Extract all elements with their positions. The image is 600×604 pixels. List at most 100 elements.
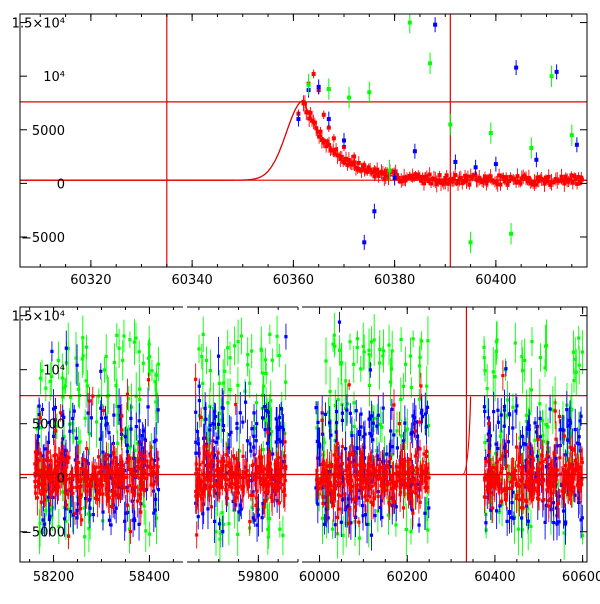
bottom-red-point: [106, 481, 110, 485]
bottom-red-point: [266, 484, 270, 488]
bottom-red-point: [56, 485, 61, 489]
bottom-blue-point: [132, 456, 136, 460]
bottom-green-point: [83, 416, 87, 420]
bottom-blue-point: [484, 456, 488, 461]
bottom-blue-point: [423, 412, 427, 416]
bottom-red-point: [359, 457, 363, 461]
bottom-green-point: [201, 332, 205, 337]
top-red-point: [319, 138, 324, 143]
bottom-green-point: [526, 431, 531, 436]
bottom-blue-point: [104, 423, 108, 427]
bottom-red-point: [203, 452, 208, 456]
bottom-red-point: [517, 460, 521, 464]
bottom-red-point: [371, 503, 375, 507]
bottom-blue-point: [554, 456, 558, 460]
bottom-green-point: [85, 384, 90, 388]
bottom-red-point: [39, 469, 44, 473]
bottom-red-point: [530, 498, 534, 502]
bottom-red-point: [573, 469, 577, 473]
top-red-point: [372, 174, 377, 179]
bottom-y-tick-label: −5000: [21, 526, 65, 541]
bottom-blue-point: [267, 432, 272, 436]
bottom-blue-point: [98, 437, 102, 441]
bottom-blue-point: [143, 438, 147, 443]
top-red-point: [478, 178, 483, 183]
bottom-blue-point: [573, 493, 577, 497]
bottom-blue-point: [368, 368, 372, 372]
bottom-red-point: [501, 454, 505, 458]
top-red-point: [339, 154, 344, 159]
bottom-red-point: [145, 459, 149, 463]
bottom-red-point: [261, 479, 265, 483]
bottom-red-point: [128, 530, 133, 534]
bottom-red-point: [195, 477, 199, 481]
bottom-red-point: [241, 489, 245, 493]
bottom-green-point: [348, 340, 352, 344]
bottom-green-point: [63, 384, 68, 388]
top-data-point: [306, 82, 311, 87]
bottom-red-point: [360, 487, 364, 491]
bottom-red-point: [361, 474, 365, 478]
bottom-green-point: [264, 406, 268, 410]
bottom-red-point: [264, 478, 268, 482]
bottom-green-point: [504, 413, 508, 418]
bottom-red-point: [315, 478, 319, 482]
bottom-red-point: [64, 503, 69, 507]
bottom-red-point: [557, 414, 561, 419]
bottom-red-point: [275, 464, 279, 469]
top-data-point: [352, 154, 357, 159]
bottom-red-point: [59, 411, 63, 415]
top-red-point: [410, 173, 415, 178]
bottom-red-point: [505, 449, 509, 454]
top-red-point: [558, 178, 563, 183]
bottom-green-point: [214, 530, 218, 534]
bottom-blue-point: [361, 514, 365, 518]
bottom-green-point: [221, 522, 226, 526]
bottom-red-point: [401, 506, 406, 510]
bottom-blue-point: [411, 414, 415, 418]
bottom-red-point: [128, 456, 132, 460]
bottom-red-point: [516, 464, 520, 468]
bottom-red-point: [521, 506, 525, 510]
bottom-blue-point: [489, 508, 493, 512]
bottom-red-point: [318, 481, 322, 485]
bottom-blue-point: [277, 425, 281, 430]
bottom-red-point: [413, 483, 417, 487]
top-red-point: [532, 180, 537, 185]
bottom-blue-point: [226, 446, 230, 450]
model-curve: [20, 100, 587, 181]
top-data-point: [347, 95, 352, 100]
bottom-red-point: [225, 496, 230, 500]
bottom-green-point: [52, 431, 56, 435]
top-red-point: [351, 162, 356, 167]
bottom-red-point: [374, 474, 379, 479]
bottom-red-point: [419, 384, 423, 388]
bottom-red-point: [120, 470, 124, 474]
bottom-blue-point: [140, 434, 144, 438]
bottom-red-point: [60, 477, 64, 481]
bottom-red-point: [219, 473, 223, 477]
bottom-green-point: [38, 376, 43, 380]
bottom-red-point: [220, 468, 225, 472]
bottom-red-point: [140, 473, 144, 478]
bottom-red-point: [48, 493, 52, 497]
bottom-blue-point: [357, 430, 361, 434]
bottom-red-point: [139, 510, 143, 514]
bottom-red-point: [248, 473, 252, 478]
bottom-blue-point: [506, 440, 511, 444]
bottom-green-point: [250, 505, 254, 509]
bottom-blue-point: [64, 346, 68, 350]
bottom-red-point: [272, 475, 277, 479]
bottom-red-point: [274, 460, 278, 464]
bottom-blue-point: [36, 434, 41, 438]
bottom-red-point: [151, 471, 155, 475]
bottom-red-point: [369, 455, 373, 459]
bottom-red-point: [540, 453, 544, 457]
bottom-red-point: [346, 480, 350, 484]
bottom-red-point: [533, 478, 537, 482]
bottom-red-point: [46, 471, 50, 475]
bottom-red-point: [418, 500, 422, 504]
bottom-green-point: [399, 337, 403, 342]
bottom-red-point: [578, 471, 582, 476]
bottom-red-point: [376, 477, 380, 481]
